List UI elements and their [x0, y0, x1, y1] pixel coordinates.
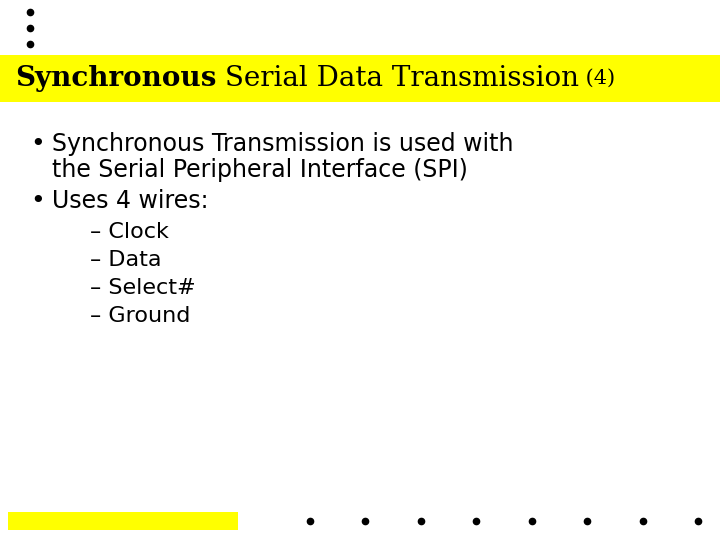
Bar — [8, 512, 238, 530]
Bar — [0, 55, 720, 102]
Text: •: • — [30, 132, 45, 156]
Text: Synchronous Transmission is used with: Synchronous Transmission is used with — [52, 132, 513, 156]
Text: •: • — [30, 189, 45, 213]
Text: Synchronous: Synchronous — [15, 65, 217, 92]
Text: – Data: – Data — [90, 250, 161, 270]
Text: – Clock: – Clock — [90, 222, 169, 242]
Text: Serial Data Transmission: Serial Data Transmission — [217, 65, 580, 92]
Text: – Ground: – Ground — [90, 306, 190, 326]
Text: (4): (4) — [580, 69, 616, 88]
Text: Uses 4 wires:: Uses 4 wires: — [52, 189, 209, 213]
Text: – Select#: – Select# — [90, 278, 196, 298]
Text: the Serial Peripheral Interface (SPI): the Serial Peripheral Interface (SPI) — [52, 158, 468, 182]
